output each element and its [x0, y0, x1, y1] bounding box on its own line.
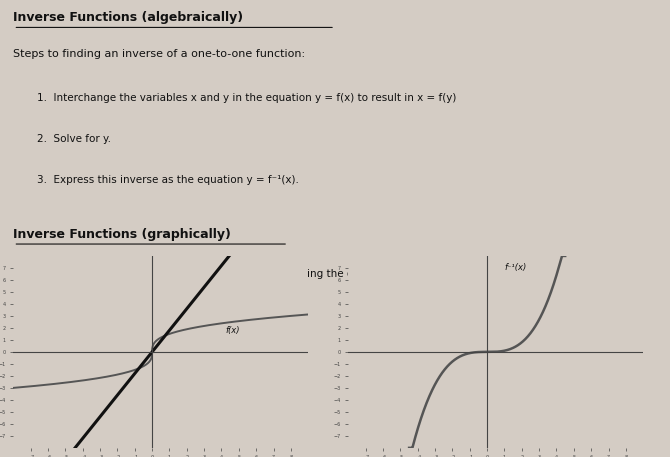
- Text: by reflecting the graph of f(x) about the line y =x: by reflecting the graph of f(x) about th…: [251, 269, 516, 279]
- Text: Inverse Functions (graphically): Inverse Functions (graphically): [13, 228, 231, 240]
- Text: y = x: y = x: [184, 263, 235, 281]
- Text: f⁻¹(x): f⁻¹(x): [505, 263, 527, 272]
- Text: 3.  Express this inverse as the equation y = f⁻¹(x).: 3. Express this inverse as the equation …: [37, 175, 299, 186]
- Text: Inverse Functions (algebraically): Inverse Functions (algebraically): [13, 11, 243, 24]
- Text: Steps to finding an inverse of a one-to-one function:: Steps to finding an inverse of a one-to-…: [13, 49, 306, 59]
- Text: The graph of f⁻¹(x) can be drawn: The graph of f⁻¹(x) can be drawn: [13, 269, 191, 279]
- Text: 2.  Solve for y.: 2. Solve for y.: [37, 134, 111, 144]
- Text: 1.  Interchange the variables x and y in the equation y = f(x) to result in x = : 1. Interchange the variables x and y in …: [37, 93, 456, 103]
- Text: f(x): f(x): [225, 326, 239, 335]
